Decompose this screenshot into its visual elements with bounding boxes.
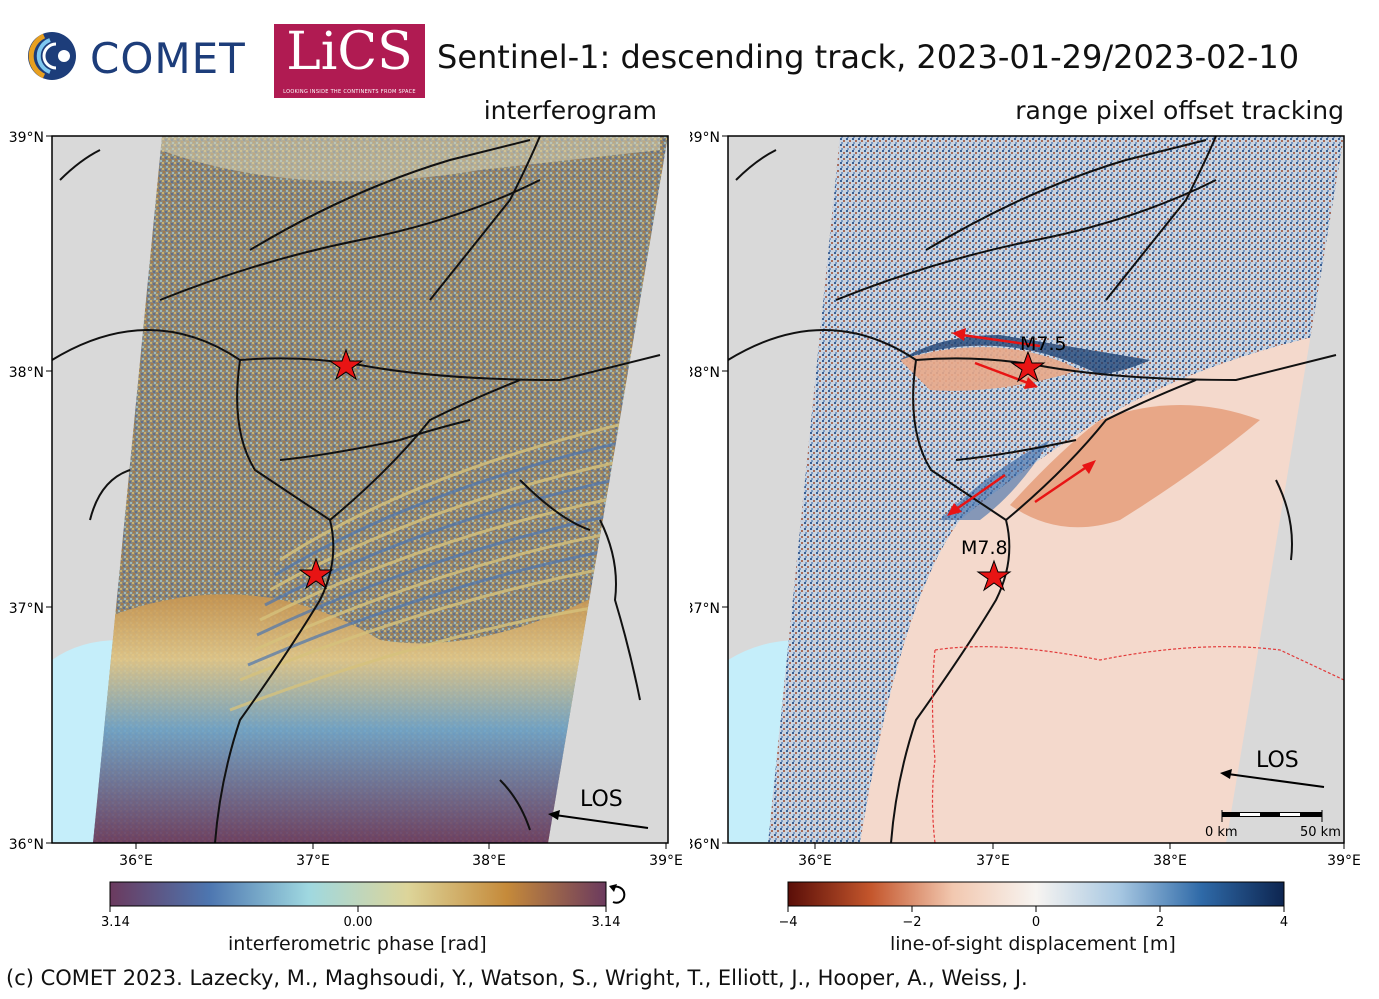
los-arrow-icon	[554, 814, 649, 829]
colorbar-tick: 3.14	[592, 915, 621, 930]
x-tick-label: 39°E	[649, 853, 683, 869]
colorbar-tick: 0	[1032, 915, 1040, 930]
axes-frame	[46, 135, 669, 849]
lics-logo-text: LiCS	[286, 22, 413, 82]
los-arrowhead-icon	[1220, 769, 1232, 779]
y-tick-label: 39°N	[9, 130, 44, 146]
offset-tracking-map: 39°N 38°N 37°N 36°N 36°E 37°E 38°E 39°E …	[690, 130, 1361, 869]
border-line	[934, 646, 1345, 681]
scale-bar	[1221, 810, 1323, 822]
lics-tagline: LOOKING INSIDE THE CONTINENTS FROM SPACE	[283, 89, 416, 95]
los-arrow-icon	[1227, 773, 1325, 788]
epicenter-star-icon	[1010, 350, 1046, 383]
cyclic-arrow-icon	[609, 884, 617, 892]
x-tick-label: 36°E	[119, 853, 153, 869]
interferogram-map: 39°N 38°N 37°N 36°N 36°E 37°E 38°E 39°E …	[9, 130, 683, 869]
y-tick-label: 37°N	[9, 601, 44, 617]
x-tick-label: 38°E	[1153, 853, 1187, 869]
scale-bar-end: 50 km	[1300, 825, 1341, 840]
right-panel-title: range pixel offset tracking	[1015, 96, 1344, 125]
fault-lines	[51, 135, 661, 844]
epicenter-star-icon	[298, 557, 334, 590]
x-tick-label: 37°E	[976, 853, 1010, 869]
border-line	[931, 649, 936, 844]
y-tick-label: 38°N	[9, 365, 44, 381]
y-tick-label: 39°N	[690, 130, 720, 146]
displacement-colorbar-gradient	[787, 881, 1285, 907]
los-arrowhead-icon	[548, 810, 560, 820]
x-tick-label: 38°E	[472, 853, 506, 869]
comet-logo: COMET	[24, 28, 254, 88]
fault-lines	[727, 135, 1337, 844]
comet-logo-text: COMET	[90, 34, 246, 83]
colorbar-tick: −4	[780, 915, 798, 930]
y-tick-label: 36°N	[690, 837, 720, 853]
colorbar-tick: 2	[1156, 915, 1164, 930]
lics-logo: LiCS LOOKING INSIDE THE CONTINENTS FROM …	[274, 22, 425, 98]
axes-frame	[722, 135, 1345, 849]
x-tick-label: 39°E	[1327, 853, 1361, 869]
y-tick-label: 37°N	[690, 601, 720, 617]
copyright-footer: (c) COMET 2023. Lazecky, M., Maghsoudi, …	[6, 966, 1028, 990]
y-tick-label: 36°N	[9, 837, 44, 853]
x-tick-label: 37°E	[296, 853, 330, 869]
epicenter-star-icon	[976, 559, 1012, 592]
colorbar-tick: −3.14	[100, 915, 130, 930]
displacement-colorbar: −4 −2 0 2 4	[780, 881, 1288, 930]
colorbar-tick: 0.00	[344, 915, 373, 930]
phase-colorbar: −3.14 0.00 3.14	[100, 881, 626, 930]
displacement-swath	[768, 136, 1344, 843]
phase-colorbar-label: interferometric phase [rad]	[228, 933, 487, 955]
x-tick-label: 36°E	[798, 853, 832, 869]
page-title: Sentinel-1: descending track, 2023-01-29…	[437, 38, 1300, 76]
left-panel-title: interferogram	[483, 96, 657, 125]
y-tick-label: 38°N	[690, 365, 720, 381]
los-label: LOS	[1256, 748, 1299, 773]
event-label: M7.8	[961, 537, 1008, 559]
comet-globe-icon	[28, 32, 76, 80]
displacement-colorbar-label: line-of-sight displacement [m]	[890, 933, 1176, 955]
phase-colorbar-gradient	[109, 881, 607, 907]
event-label: M7.5	[1020, 333, 1067, 355]
colorbar-tick: −2	[902, 915, 921, 930]
los-label: LOS	[580, 787, 623, 812]
colorbar-tick: 4	[1280, 915, 1288, 930]
epicenter-star-icon	[328, 348, 364, 381]
scale-bar-start: 0 km	[1205, 825, 1238, 840]
